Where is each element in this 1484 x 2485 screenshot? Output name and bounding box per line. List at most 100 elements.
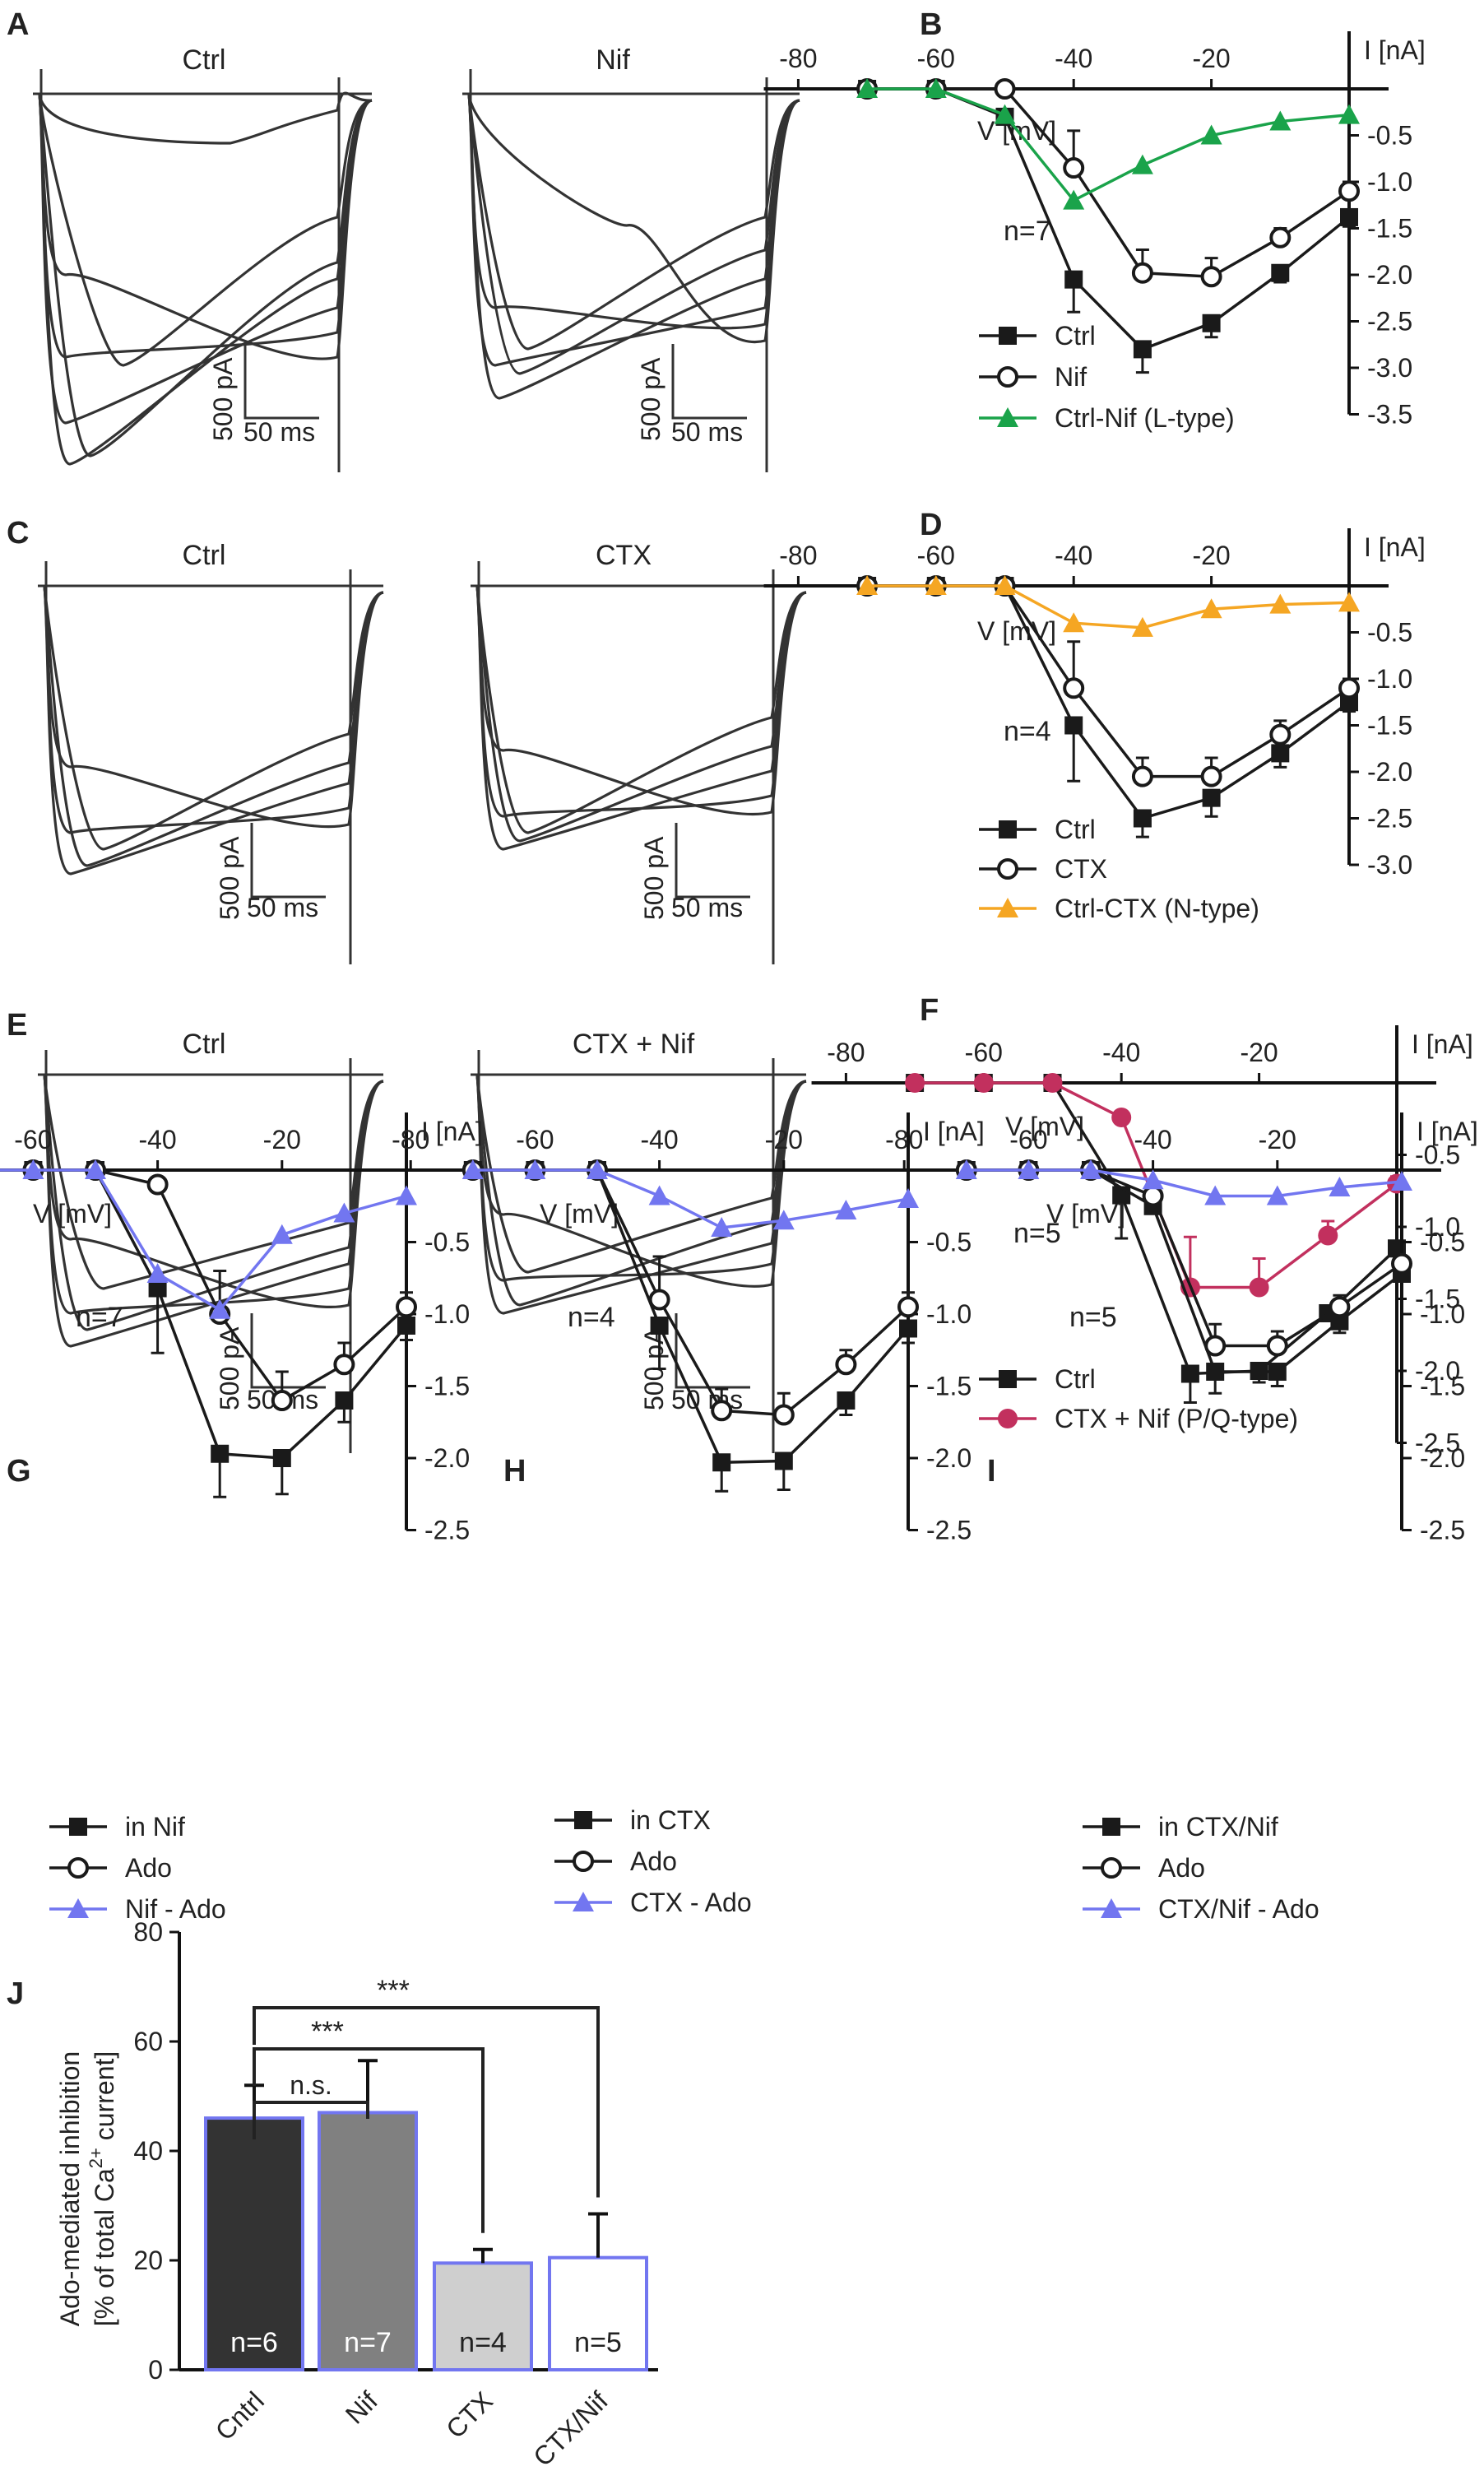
data-point (1063, 157, 1085, 179)
data-point (712, 1453, 731, 1472)
data-point (711, 1217, 733, 1237)
data-point (1329, 1296, 1351, 1318)
y-axis-label: I [nA] (421, 1117, 483, 1146)
trace-title-c-ctrl: Ctrl (183, 540, 226, 571)
x-tick-label: -80 (827, 1038, 865, 1067)
x-tick-label: -80 (885, 1125, 923, 1154)
category-label: CTX/Nif (527, 2385, 614, 2472)
trace-title-e-ctxnif: CTX + Nif (573, 1029, 695, 1060)
scale-time-label: 50 ms (671, 417, 743, 447)
legend-label: CTX + Nif (P/Q-type) (1055, 1404, 1298, 1433)
x-tick-label: -60 (14, 1125, 52, 1154)
data-point (1142, 1169, 1164, 1190)
data-point (1268, 1363, 1287, 1381)
data-point (271, 1390, 293, 1411)
data-point (925, 78, 947, 98)
data-point (772, 1210, 795, 1230)
y-tick-label: -2.0 (1415, 1356, 1460, 1386)
data-point (1338, 104, 1360, 124)
data-point (1318, 1225, 1338, 1246)
y-axis-label-end: current] (90, 2051, 119, 2148)
n-label: n=6 (230, 2327, 278, 2358)
x-tick-label: -20 (1259, 1125, 1296, 1154)
scale-current-label: 500 pA (215, 1326, 244, 1410)
y-tick-label: -2.0 (1367, 260, 1412, 290)
data-point (1063, 677, 1085, 699)
trace-title-a-nif: Nif (596, 44, 630, 76)
current-trace (467, 93, 800, 400)
y-tick-label: 20 (133, 2246, 163, 2275)
significance-bracket (253, 2047, 485, 2233)
data-point (1269, 110, 1292, 131)
series-line (0, 1168, 407, 1312)
trace-title-e-ctrl: Ctrl (183, 1029, 226, 1060)
data-point (1200, 598, 1222, 619)
current-trace (467, 93, 800, 330)
data-point (1266, 1185, 1288, 1205)
data-point (648, 1289, 670, 1311)
series-line (966, 1168, 1403, 1198)
data-point (648, 1185, 670, 1205)
legend-label: CTX/Nif - Ado (1158, 1894, 1319, 1924)
current-traces-a-ctrl (33, 69, 373, 472)
panel-label-a: A (7, 7, 29, 42)
y-axis-label-line2: [% of total Ca2+ current] (86, 2051, 119, 2327)
scale-bar-a-right: 500 pA 50 ms (636, 344, 747, 447)
x-tick-label: -80 (392, 1125, 429, 1154)
data-point (1266, 1335, 1288, 1357)
y-tick-label: -2.0 (1420, 1443, 1465, 1473)
y-axis-label: I [nA] (1412, 1029, 1473, 1059)
n-label: n=5 (1069, 1302, 1117, 1333)
current-trace (38, 93, 373, 360)
n-label: n=5 (574, 2327, 622, 2358)
current-trace (43, 1074, 384, 1308)
scale-time-label: 50 ms (243, 417, 315, 447)
legend-label: CTX (1055, 854, 1107, 884)
current-trace (475, 1074, 807, 1274)
data-point (1064, 716, 1083, 735)
data-point (1101, 1898, 1122, 1918)
iv-chart-h: -80 -60 -40 -20 -0.5 -1.0 -1.5 -2.0 -2.5 I [nA] V … (379, 1112, 985, 1917)
data-point (1063, 189, 1085, 210)
data-point (856, 575, 879, 595)
data-point (1330, 1312, 1349, 1331)
data-point (1133, 809, 1152, 828)
y-tick-label: -2.0 (1367, 757, 1412, 787)
series-line (867, 584, 1350, 629)
x-axis-label: V [mV] (1046, 1199, 1125, 1229)
data-point (1202, 788, 1221, 807)
data-point (1338, 677, 1360, 699)
current-trace (38, 91, 373, 145)
x-tick-label: -60 (516, 1125, 554, 1154)
data-point (85, 1159, 106, 1179)
y-axis-label: I [nA] (1364, 35, 1426, 65)
data-point (1131, 154, 1153, 174)
data-point (272, 1449, 291, 1467)
legend-label: in CTX/Nif (1158, 1812, 1278, 1842)
data-point (335, 1391, 354, 1410)
y-tick-label: -2.5 (1367, 307, 1412, 337)
data-point (837, 1391, 856, 1410)
panel-label-h: H (503, 1454, 526, 1489)
data-point (905, 1073, 925, 1093)
y-axis-label-line1: Ado-mediated inhibition (55, 2051, 85, 2326)
y-tick-label: -2.0 (424, 1443, 470, 1473)
x-tick-label: -60 (1009, 1125, 1047, 1154)
series-ctrl-nif-l-type- (856, 78, 1360, 210)
data-point (925, 575, 947, 595)
data-point (1340, 207, 1358, 226)
x-tick-label: -20 (1240, 1038, 1278, 1067)
data-point (1271, 263, 1290, 282)
series-ctrl-ctx-n-type- (856, 575, 1360, 637)
data-point (650, 1317, 669, 1335)
panel-label-d: D (920, 508, 942, 542)
data-point (1338, 180, 1360, 202)
y-tick-label: -3.0 (1367, 353, 1412, 383)
iv-chart-b: -80 -60 -40 -20 -0.5 -1.0 -1.5 -2.0 -2.5 -3.0 -3.5… (763, 31, 1426, 433)
panel-label-e: E (7, 1008, 27, 1043)
category-label: Cntrl (210, 2385, 270, 2446)
data-point (396, 1185, 417, 1205)
current-trace (475, 585, 807, 834)
data-point (973, 1073, 994, 1093)
y-tick-label: -2.5 (926, 1516, 972, 1545)
